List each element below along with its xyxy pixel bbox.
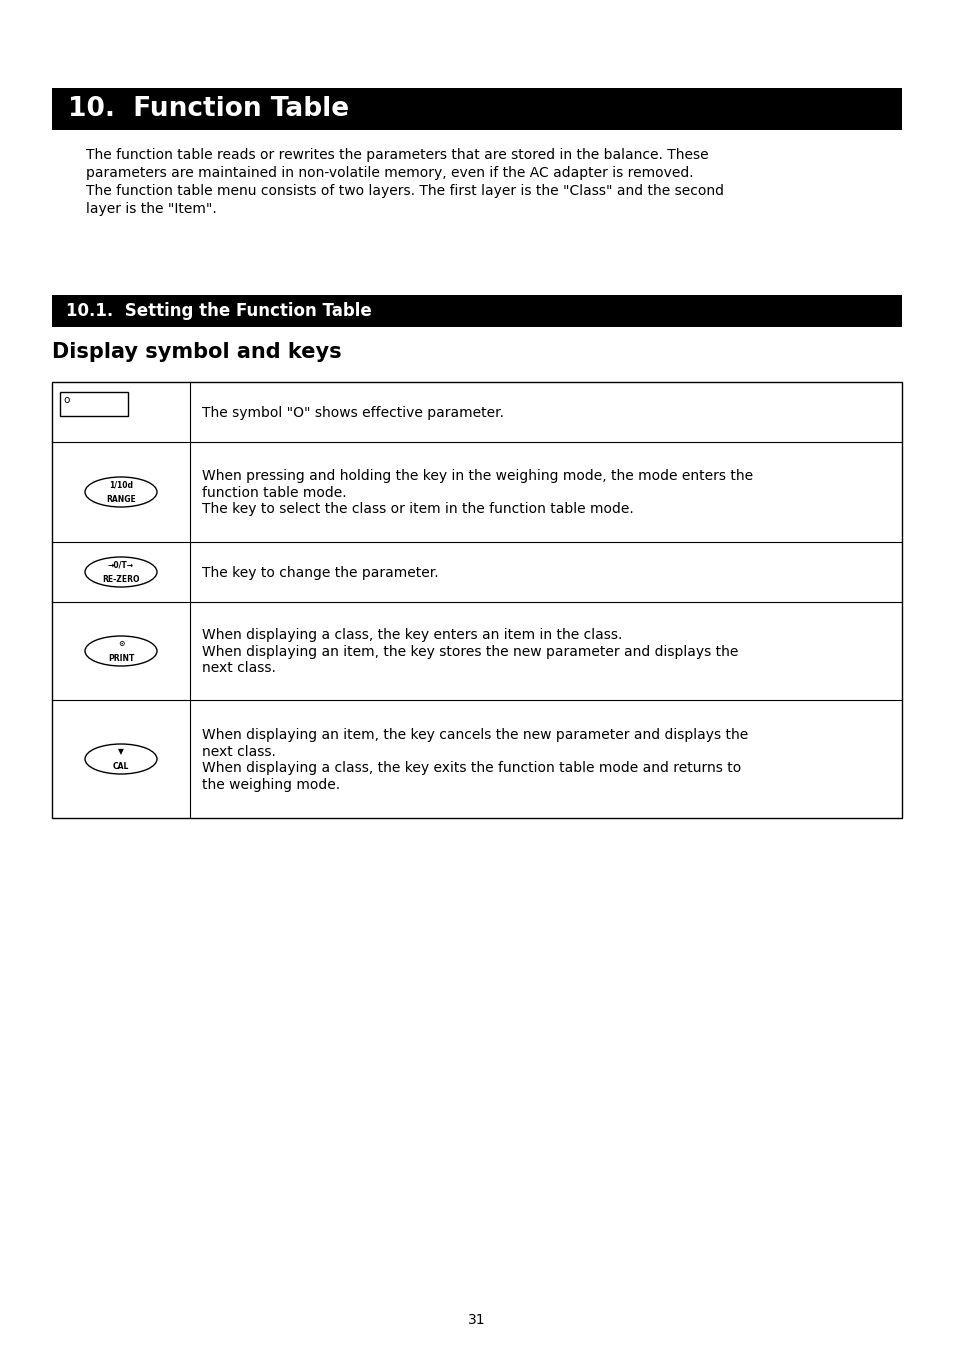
Text: The function table menu consists of two layers. The first layer is the "Class" a: The function table menu consists of two …: [86, 184, 723, 198]
Text: When displaying an item, the key cancels the new parameter and displays the: When displaying an item, the key cancels…: [202, 728, 747, 743]
Text: parameters are maintained in non-volatile memory, even if the AC adapter is remo: parameters are maintained in non-volatil…: [86, 166, 693, 180]
Text: next class.: next class.: [202, 662, 275, 675]
Ellipse shape: [85, 477, 157, 508]
Bar: [60, 392, 128, 416]
Text: o: o: [63, 396, 70, 405]
Bar: [52, 88, 901, 130]
Text: RANGE: RANGE: [106, 495, 135, 504]
Text: 10.  Function Table: 10. Function Table: [68, 96, 349, 122]
Text: 31: 31: [468, 1314, 485, 1327]
Text: Display symbol and keys: Display symbol and keys: [52, 342, 341, 362]
Text: layer is the "Item".: layer is the "Item".: [86, 202, 216, 216]
Text: CAL: CAL: [112, 761, 129, 771]
Text: PRINT: PRINT: [108, 653, 134, 663]
Text: ⊙: ⊙: [117, 639, 124, 648]
Text: 1/10d: 1/10d: [109, 481, 132, 489]
Ellipse shape: [85, 558, 157, 587]
Text: The function table reads or rewrites the parameters that are stored in the balan: The function table reads or rewrites the…: [86, 148, 708, 162]
Text: When displaying an item, the key stores the new parameter and displays the: When displaying an item, the key stores …: [202, 645, 738, 659]
Text: The key to change the parameter.: The key to change the parameter.: [202, 566, 438, 579]
Text: the weighing mode.: the weighing mode.: [202, 778, 340, 791]
Text: ▼: ▼: [118, 747, 124, 756]
Ellipse shape: [85, 636, 157, 666]
Text: 10.1.  Setting the Function Table: 10.1. Setting the Function Table: [66, 302, 372, 320]
Text: The key to select the class or item in the function table mode.: The key to select the class or item in t…: [202, 502, 633, 516]
Text: When displaying a class, the key enters an item in the class.: When displaying a class, the key enters …: [202, 628, 621, 643]
Bar: [52, 296, 901, 327]
Text: When displaying a class, the key exits the function table mode and returns to: When displaying a class, the key exits t…: [202, 761, 740, 775]
Text: When pressing and holding the key in the weighing mode, the mode enters the: When pressing and holding the key in the…: [202, 470, 752, 483]
Text: →0/T→: →0/T→: [108, 560, 134, 568]
Ellipse shape: [85, 744, 157, 774]
Text: RE-ZERO: RE-ZERO: [102, 575, 139, 585]
Bar: [52, 382, 901, 818]
Text: The symbol "O" shows effective parameter.: The symbol "O" shows effective parameter…: [202, 406, 503, 420]
Text: next class.: next class.: [202, 744, 275, 759]
Text: function table mode.: function table mode.: [202, 486, 346, 500]
